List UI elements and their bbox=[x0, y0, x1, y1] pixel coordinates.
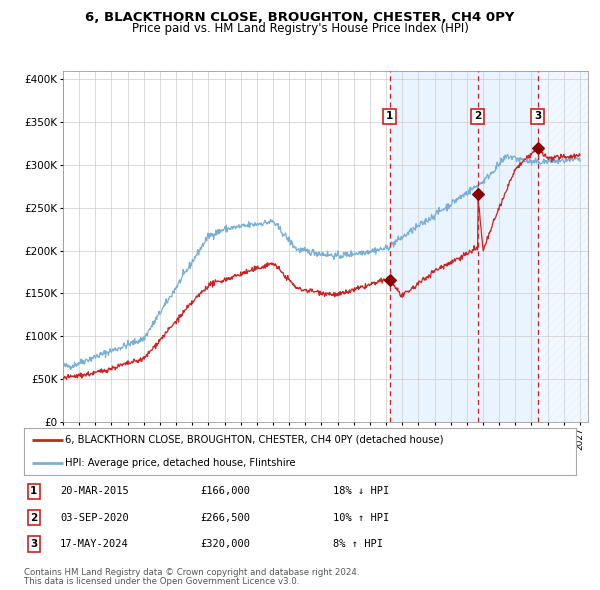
Point bbox=[385, 275, 394, 284]
Text: 2: 2 bbox=[31, 513, 38, 523]
Text: 2: 2 bbox=[474, 111, 481, 121]
Text: 1: 1 bbox=[386, 111, 393, 121]
Text: £166,000: £166,000 bbox=[200, 486, 251, 496]
Text: 20-MAR-2015: 20-MAR-2015 bbox=[60, 486, 128, 496]
Text: Contains HM Land Registry data © Crown copyright and database right 2024.: Contains HM Land Registry data © Crown c… bbox=[24, 568, 359, 576]
Text: HPI: Average price, detached house, Flintshire: HPI: Average price, detached house, Flin… bbox=[65, 458, 296, 468]
Text: 17-MAY-2024: 17-MAY-2024 bbox=[60, 539, 128, 549]
Text: £266,500: £266,500 bbox=[200, 513, 251, 523]
Text: 6, BLACKTHORN CLOSE, BROUGHTON, CHESTER, CH4 0PY (detached house): 6, BLACKTHORN CLOSE, BROUGHTON, CHESTER,… bbox=[65, 435, 444, 444]
Text: This data is licensed under the Open Government Licence v3.0.: This data is licensed under the Open Gov… bbox=[24, 577, 299, 586]
Text: 6, BLACKTHORN CLOSE, BROUGHTON, CHESTER, CH4 0PY: 6, BLACKTHORN CLOSE, BROUGHTON, CHESTER,… bbox=[85, 11, 515, 24]
Bar bbox=[538, 71, 588, 422]
Text: Price paid vs. HM Land Registry's House Price Index (HPI): Price paid vs. HM Land Registry's House … bbox=[131, 22, 469, 35]
Text: 3: 3 bbox=[31, 539, 38, 549]
Bar bbox=[389, 71, 538, 422]
Text: 3: 3 bbox=[534, 111, 541, 121]
Text: 1: 1 bbox=[31, 486, 38, 496]
Text: 8% ↑ HPI: 8% ↑ HPI bbox=[333, 539, 383, 549]
Point bbox=[533, 143, 542, 153]
Text: 03-SEP-2020: 03-SEP-2020 bbox=[60, 513, 128, 523]
Text: £320,000: £320,000 bbox=[200, 539, 251, 549]
Point bbox=[473, 189, 482, 198]
Text: 18% ↓ HPI: 18% ↓ HPI bbox=[333, 486, 389, 496]
Text: 10% ↑ HPI: 10% ↑ HPI bbox=[333, 513, 389, 523]
